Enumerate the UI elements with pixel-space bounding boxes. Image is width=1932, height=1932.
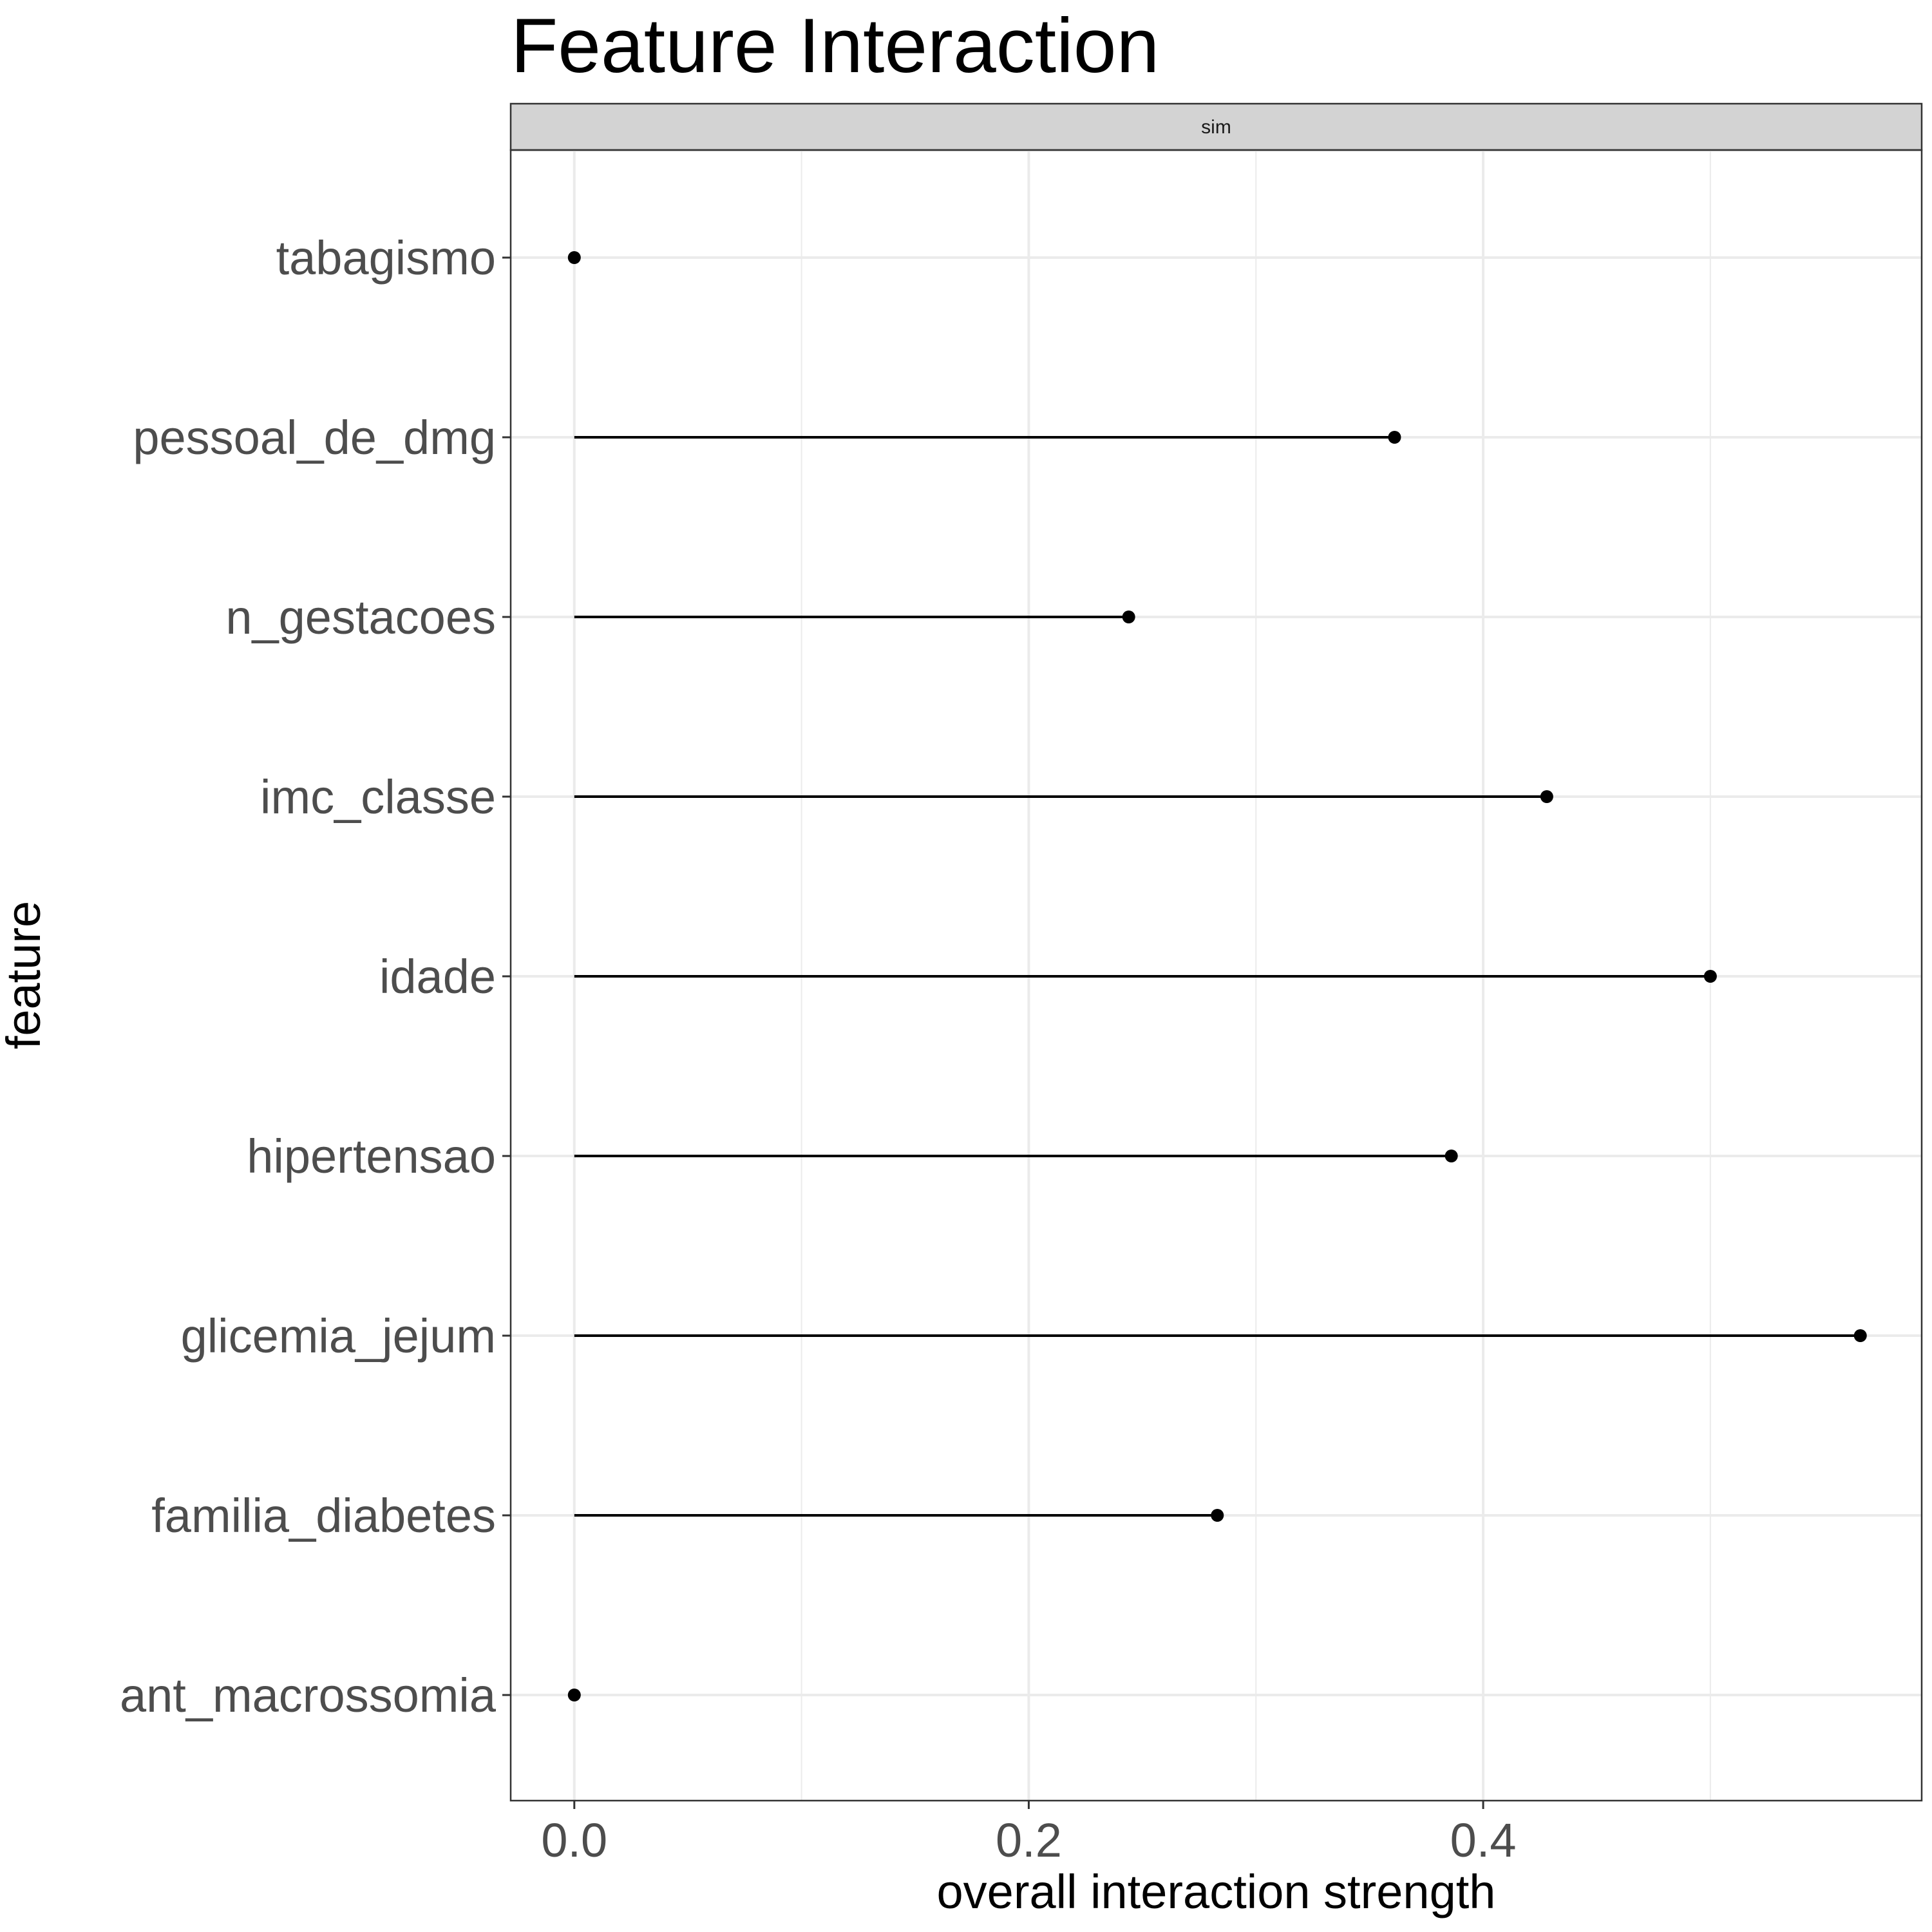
y-tick-label-ant_macrossomia: ant_macrossomia <box>120 1669 497 1722</box>
x-axis-title: overall interaction strength <box>937 1865 1496 1918</box>
y-axis-title: feature <box>0 901 50 1049</box>
y-tick-label-n_gestacoes: n_gestacoes <box>225 591 496 644</box>
point-glicemia_jejum <box>1853 1329 1867 1342</box>
x-axis-ticks: 0.0 0.2 0.4 <box>541 1801 1516 1867</box>
point-idade <box>1703 970 1717 983</box>
y-tick-label-pessoal_de_dmg: pessoal_de_dmg <box>133 411 496 464</box>
point-hipertensao <box>1444 1150 1458 1162</box>
y-tick-label-tabagismo: tabagismo <box>276 231 496 285</box>
y-tick-label-familia_diabetes: familia_diabetes <box>151 1489 496 1542</box>
point-imc_classe <box>1540 790 1553 803</box>
chart-title: Feature Interaction <box>511 3 1159 89</box>
lollipop-stems <box>574 436 1861 1517</box>
y-tick-label-hipertensao: hipertensao <box>247 1130 496 1183</box>
point-familia_diabetes <box>1211 1509 1224 1522</box>
y-axis-labels: tabagismo pessoal_de_dmg n_gestacoes imc_cl… <box>120 231 511 1722</box>
x-tick-label: 0.2 <box>996 1814 1062 1867</box>
point-pessoal_de_dmg <box>1388 431 1401 444</box>
facet-strip <box>509 102 1923 151</box>
point-ant_macrossomia <box>567 1689 581 1701</box>
x-tick-label: 0.0 <box>541 1814 607 1867</box>
y-tick-label-idade: idade <box>379 950 496 1003</box>
x-tick-label: 0.4 <box>1450 1814 1517 1867</box>
point-n_gestacoes <box>1122 611 1135 623</box>
lollipop-points <box>567 251 1867 1701</box>
y-tick-label-glicemia_jejum: glicemia_jejum <box>181 1309 496 1363</box>
y-tick-label-imc_classe: imc_classe <box>260 770 496 824</box>
point-tabagismo <box>567 251 581 264</box>
facet-strip-label: sim <box>1201 117 1231 138</box>
